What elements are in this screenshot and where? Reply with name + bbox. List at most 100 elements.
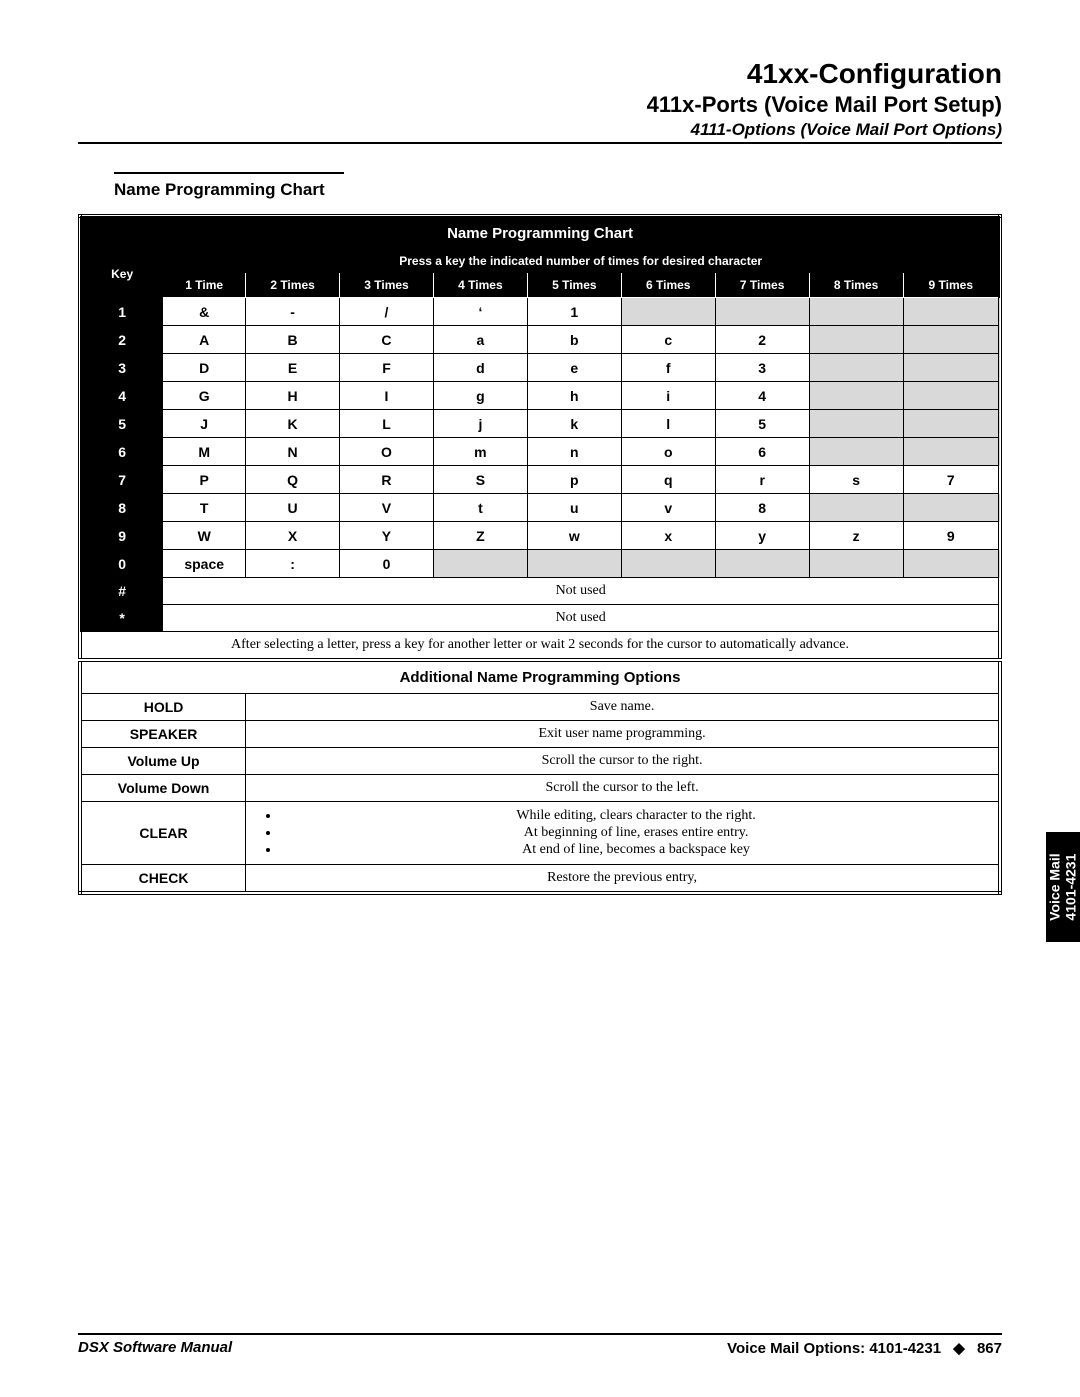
chart-value-cell: y [715, 522, 809, 550]
chart-value-cell: A [163, 326, 246, 354]
chart-value-cell [715, 298, 809, 326]
chart-value-cell [903, 410, 1000, 438]
chart-col-header: 5 Times [527, 273, 621, 298]
chart-notused-cell: Not used [163, 605, 1000, 632]
footer-section: Voice Mail Options: 4101-4231 [727, 1340, 941, 1357]
chart-value-cell: N [246, 438, 340, 466]
chart-value-cell [809, 298, 903, 326]
chart-value-cell: c [621, 326, 715, 354]
option-bullet: At beginning of line, erases entire entr… [280, 825, 992, 841]
chart-col-header: 8 Times [809, 273, 903, 298]
option-row: Volume DownScroll the cursor to the left… [80, 775, 1000, 802]
footer-left: DSX Software Manual [78, 1339, 232, 1357]
header-subtitle: 411x-Ports (Voice Mail Port Setup) [78, 92, 1002, 118]
chart-value-cell [809, 354, 903, 382]
option-bullet: While editing, clears character to the r… [280, 808, 992, 824]
chart-value-cell: F [340, 354, 434, 382]
chart-row: 9WXYZwxyz9 [80, 522, 1000, 550]
chart-value-cell: X [246, 522, 340, 550]
side-tab-line1: Voice Mail [1047, 853, 1063, 920]
chart-value-cell: P [163, 466, 246, 494]
chart-value-cell [903, 326, 1000, 354]
chart-value-cell: G [163, 382, 246, 410]
option-desc: Exit user name programming. [246, 721, 1000, 748]
chart-value-cell: e [527, 354, 621, 382]
option-desc: Scroll the cursor to the left. [246, 775, 1000, 802]
option-row: CHECKRestore the previous entry, [80, 865, 1000, 894]
chart-value-cell: V [340, 494, 434, 522]
chart-row: 5JKLjkl5 [80, 410, 1000, 438]
chart-key-header: Key [80, 250, 163, 298]
chart-value-cell: U [246, 494, 340, 522]
chart-value-cell: B [246, 326, 340, 354]
option-key: Volume Down [80, 775, 246, 802]
chart-value-cell: 2 [715, 326, 809, 354]
chart-value-cell [903, 354, 1000, 382]
chart-key-cell: # [80, 578, 163, 605]
chart-value-cell: 5 [715, 410, 809, 438]
option-key: HOLD [80, 694, 246, 721]
options-title: Additional Name Programming Options [80, 660, 1000, 694]
footer-page: 867 [977, 1340, 1002, 1357]
chart-value-cell: M [163, 438, 246, 466]
chart-value-cell: q [621, 466, 715, 494]
chart-value-cell: K [246, 410, 340, 438]
chart-value-cell: k [527, 410, 621, 438]
option-key: CLEAR [80, 802, 246, 865]
chart-value-cell: g [433, 382, 527, 410]
chart-value-cell [809, 410, 903, 438]
chart-value-cell [809, 494, 903, 522]
chart-value-cell: j [433, 410, 527, 438]
diamond-icon: ◆ [953, 1340, 965, 1357]
chart-value-cell: W [163, 522, 246, 550]
chart-value-cell: 0 [340, 550, 434, 578]
chart-value-cell: h [527, 382, 621, 410]
chart-value-cell: z [809, 522, 903, 550]
chart-value-cell [621, 298, 715, 326]
chart-value-cell: C [340, 326, 434, 354]
chart-row: 0space:0 [80, 550, 1000, 578]
chart-col-header: 2 Times [246, 273, 340, 298]
chart-col-header: 7 Times [715, 273, 809, 298]
option-row: SPEAKERExit user name programming. [80, 721, 1000, 748]
chart-value-cell: f [621, 354, 715, 382]
chart-value-cell [715, 550, 809, 578]
chart-value-cell: 3 [715, 354, 809, 382]
section-title: Name Programming Chart [114, 180, 1002, 200]
chart-value-cell: m [433, 438, 527, 466]
chart-value-cell: i [621, 382, 715, 410]
chart-value-cell [809, 382, 903, 410]
chart-value-cell: p [527, 466, 621, 494]
chart-value-cell: I [340, 382, 434, 410]
chart-row: 6MNOmno6 [80, 438, 1000, 466]
chart-key-cell: 7 [80, 466, 163, 494]
chart-value-cell: 1 [527, 298, 621, 326]
chart-value-cell [527, 550, 621, 578]
chart-value-cell [903, 382, 1000, 410]
chart-value-cell [903, 438, 1000, 466]
chart-key-cell: 8 [80, 494, 163, 522]
option-row: Volume UpScroll the cursor to the right. [80, 748, 1000, 775]
chart-key-cell: 6 [80, 438, 163, 466]
chart-row: 7PQRSpqrs7 [80, 466, 1000, 494]
footer-right: Voice Mail Options: 4101-4231 ◆ 867 [727, 1339, 1002, 1357]
chart-value-cell: Z [433, 522, 527, 550]
chart-value-cell [903, 550, 1000, 578]
chart-value-cell [809, 550, 903, 578]
chart-note: After selecting a letter, press a key fo… [80, 632, 1000, 661]
option-desc: Restore the previous entry, [246, 865, 1000, 894]
chart-value-cell: o [621, 438, 715, 466]
chart-value-cell: s [809, 466, 903, 494]
chart-value-cell [621, 550, 715, 578]
chart-value-cell: d [433, 354, 527, 382]
chart-value-cell: 7 [903, 466, 1000, 494]
chart-value-cell: 9 [903, 522, 1000, 550]
page-header: 41xx-Configuration 411x-Ports (Voice Mai… [78, 58, 1002, 144]
option-key: CHECK [80, 865, 246, 894]
chart-value-cell: l [621, 410, 715, 438]
chart-value-cell: - [246, 298, 340, 326]
option-row: CLEAR While editing, clears character to … [80, 802, 1000, 865]
chart-key-cell: 9 [80, 522, 163, 550]
option-key: Volume Up [80, 748, 246, 775]
page-footer: DSX Software Manual Voice Mail Options: … [78, 1333, 1002, 1357]
